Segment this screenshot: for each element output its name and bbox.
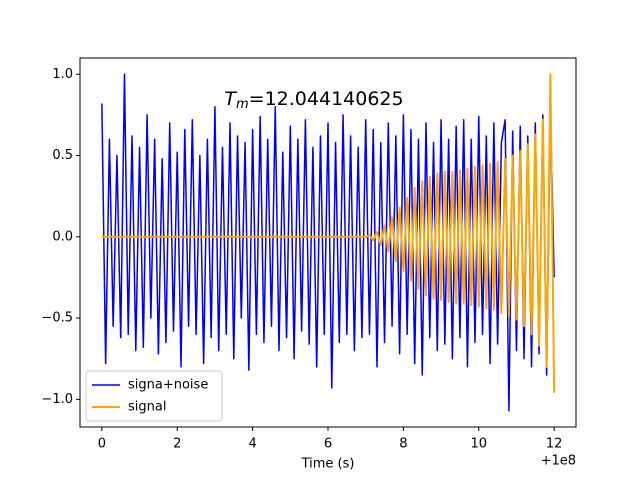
legend-label: signal	[128, 400, 166, 415]
x-tick-label: 8	[399, 437, 407, 452]
y-tick-label: −0.5	[41, 311, 73, 326]
y-tick-label: 0.0	[52, 229, 73, 244]
x-tick-label: 10	[470, 437, 487, 452]
legend-label: signa+noise	[128, 378, 208, 393]
series-line	[101, 73, 556, 393]
y-tick-label: 0.5	[52, 148, 73, 163]
x-tick-label: 0	[98, 437, 106, 452]
y-tick-label: −1.0	[41, 392, 73, 407]
plot-area	[101, 73, 556, 412]
annotation-value: =12.044140625	[249, 88, 404, 110]
x-offset-label: +1e8	[541, 454, 576, 469]
x-tick-label: 6	[324, 437, 332, 452]
legend-box	[85, 370, 223, 422]
annotation-subscript: m	[236, 97, 249, 112]
series-line	[101, 73, 555, 412]
x-tick-label: 12	[546, 437, 563, 452]
annotation: Tm=12.044140625	[224, 88, 403, 112]
x-tick-label: 4	[248, 437, 256, 452]
x-axis-label: Time (s)	[301, 457, 355, 472]
y-tick-label: 1.0	[52, 67, 73, 82]
annotation-symbol: T	[224, 88, 237, 110]
x-tick-label: 2	[173, 437, 181, 452]
